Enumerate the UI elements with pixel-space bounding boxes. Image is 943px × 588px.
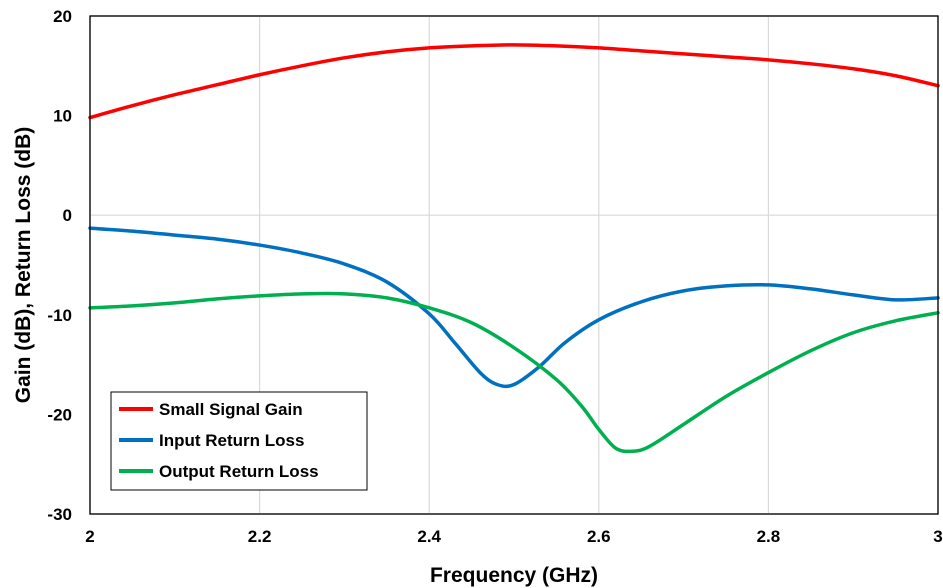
y-tick-label: 10 <box>53 107 72 126</box>
x-tick-labels: 2 2.2 2.4 2.6 2.8 3 <box>85 527 942 546</box>
series-line-small-signal-gain <box>88 43 940 120</box>
x-tick-label: 2 <box>85 527 94 546</box>
y-axis-title: Gain (dB), Return Loss (dB) <box>12 127 35 404</box>
legend-box <box>110 391 368 491</box>
legend-label-output-return-loss: Output Return Loss <box>159 462 319 481</box>
series-line-input-return-loss <box>88 226 940 389</box>
y-tick-label: -20 <box>47 405 72 424</box>
x-axis-title: Frequency (GHz) <box>430 564 598 587</box>
x-tick-label: 3 <box>933 527 942 546</box>
legend-label-input-return-loss: Input Return Loss <box>159 431 304 450</box>
y-tick-labels: 20 10 0 -10 -20 -30 <box>47 7 72 524</box>
y-tick-label: -30 <box>47 505 72 524</box>
y-tick-label: -10 <box>47 306 72 325</box>
x-tick-label: 2.4 <box>417 527 441 546</box>
legend-label-small-signal-gain: Small Signal Gain <box>159 400 303 419</box>
x-tick-label: 2.6 <box>587 527 611 546</box>
y-tick-label: 20 <box>53 7 72 26</box>
y-tick-label: 0 <box>63 206 72 225</box>
x-tick-label: 2.8 <box>757 527 781 546</box>
plot-border <box>89 15 939 515</box>
series-line-output-return-loss <box>88 291 940 454</box>
legend: Small Signal Gain Input Return Loss Output… <box>110 391 368 491</box>
series-group <box>88 43 940 454</box>
x-tick-label: 2.2 <box>248 527 272 546</box>
